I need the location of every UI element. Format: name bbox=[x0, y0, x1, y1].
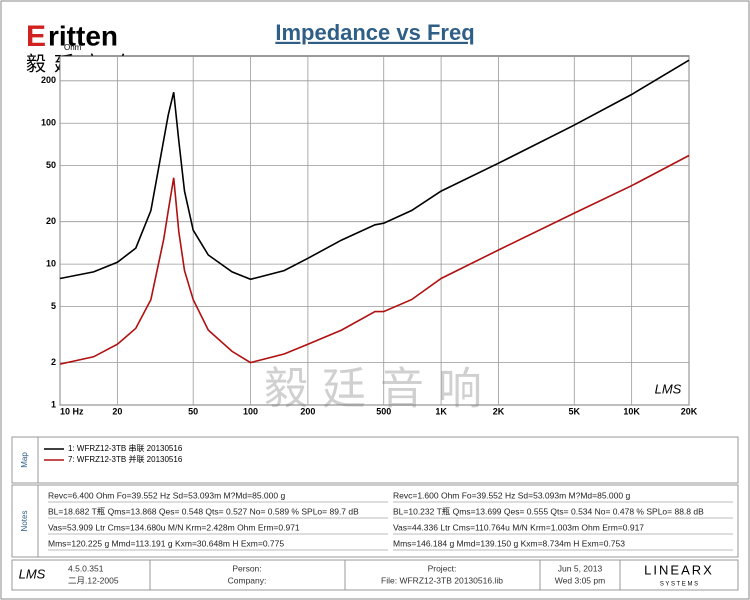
project: Project: bbox=[428, 563, 457, 573]
person: Person: bbox=[232, 563, 261, 573]
note-line: Revc=1.600 Ohm Fo=39.552 Hz Sd=53.093m M… bbox=[393, 490, 630, 500]
x-tick-label: 10K bbox=[623, 406, 640, 416]
logo-text: ritten bbox=[48, 20, 118, 51]
note-line: Vas=53.909 Ltr Cms=134.680u M/N Krm=2.42… bbox=[48, 522, 300, 532]
x-tick-label: 5K bbox=[569, 406, 581, 416]
y-unit: Ohm bbox=[64, 43, 82, 52]
y-tick-label: 50 bbox=[46, 160, 56, 170]
footer bbox=[11, 559, 739, 591]
x-tick-label: 100 bbox=[243, 406, 258, 416]
note-line: Revc=6.400 Ohm Fo=39.552 Hz Sd=53.093m M… bbox=[48, 490, 285, 500]
date: Jun 5, 2013 bbox=[558, 563, 603, 573]
x-tick-label: 2K bbox=[493, 406, 505, 416]
series-line bbox=[59, 59, 690, 281]
x-tick-label: 10 Hz bbox=[60, 406, 84, 416]
panel-label: Notes bbox=[20, 511, 29, 532]
plot-area bbox=[59, 55, 690, 406]
y-tick-label: 100 bbox=[41, 118, 56, 128]
notes-panel bbox=[11, 484, 739, 558]
brand: LINEARX bbox=[644, 562, 714, 577]
lms-logo: LMS bbox=[19, 566, 46, 581]
lms-logo: LMS bbox=[655, 381, 682, 396]
x-tick-label: 500 bbox=[376, 406, 391, 416]
series-line bbox=[59, 154, 690, 365]
x-tick-label: 20 bbox=[112, 406, 122, 416]
time: Wed 3:05 pm bbox=[555, 575, 605, 585]
x-tick-label: 50 bbox=[188, 406, 198, 416]
date-code: 二月.12-2005 bbox=[68, 575, 119, 585]
x-tick-label: 1K bbox=[435, 406, 447, 416]
panel-label: Map bbox=[20, 452, 29, 468]
y-tick-label: 5 bbox=[51, 301, 56, 311]
legend-label: 7: WFRZ12-3TB 并联 20130516 bbox=[68, 454, 183, 464]
note-line: Mms=120.225 g Mmd=113.191 g Kxm=30.648m … bbox=[48, 538, 284, 548]
map-panel bbox=[11, 436, 739, 484]
x-tick-label: 200 bbox=[300, 406, 315, 416]
watermark: 毅廷音响 bbox=[264, 365, 496, 414]
y-tick-label: 2 bbox=[51, 357, 56, 367]
version: 4.5.0.351 bbox=[68, 563, 104, 573]
y-tick-label: 10 bbox=[46, 258, 56, 268]
chart-title: Impedance vs Freq bbox=[275, 20, 474, 45]
logo-letter: E bbox=[26, 20, 46, 53]
legend-label: 1: WFRZ12-3TB 串联 20130516 bbox=[68, 444, 183, 453]
brand-sub: S Y S T E M S bbox=[660, 582, 698, 588]
y-tick-label: 1 bbox=[51, 399, 56, 409]
note-line: BL=18.682 T瓶 Qms=13.868 Qes= 0.548 Qts= … bbox=[48, 506, 359, 516]
note-line: Vas=44.336 Ltr Cms=110.764u M/N Krm=1.00… bbox=[393, 522, 644, 532]
file: File: WFRZ12-3TB 20130516.lib bbox=[381, 575, 503, 585]
note-line: Mms=146.184 g Mmd=139.150 g Kxm=8.734m H… bbox=[393, 538, 625, 548]
note-line: BL=10.232 T瓶 Qms=13.699 Qes= 0.555 Qts= … bbox=[393, 506, 704, 516]
company: Company: bbox=[228, 575, 267, 585]
y-tick-label: 200 bbox=[41, 75, 56, 85]
y-tick-label: 20 bbox=[46, 216, 56, 226]
x-tick-label: 20K bbox=[681, 406, 698, 416]
